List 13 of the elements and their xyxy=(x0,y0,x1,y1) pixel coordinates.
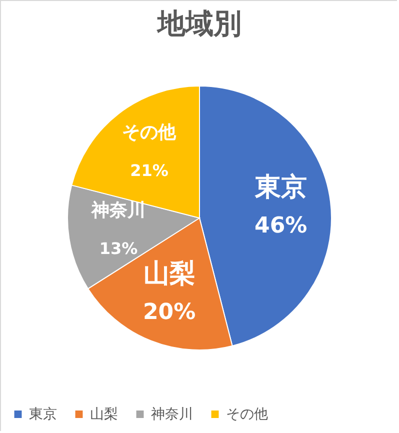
legend-label: 神奈川 xyxy=(151,406,193,422)
data-label: 46% xyxy=(254,214,308,239)
legend-label: その他 xyxy=(226,406,268,422)
slice-label: 山梨 xyxy=(143,259,196,290)
slice-label: その他 xyxy=(122,122,178,144)
slice-label: 神奈川 xyxy=(90,200,146,221)
legend-label: 山梨 xyxy=(90,406,118,422)
data-label: 13% xyxy=(99,238,138,258)
chart-title: 地域別 xyxy=(156,7,242,40)
legend-label: 東京 xyxy=(29,406,57,422)
data-label: 20% xyxy=(142,300,196,326)
slice-label: 東京 xyxy=(254,172,307,203)
data-label: 21% xyxy=(130,161,168,180)
